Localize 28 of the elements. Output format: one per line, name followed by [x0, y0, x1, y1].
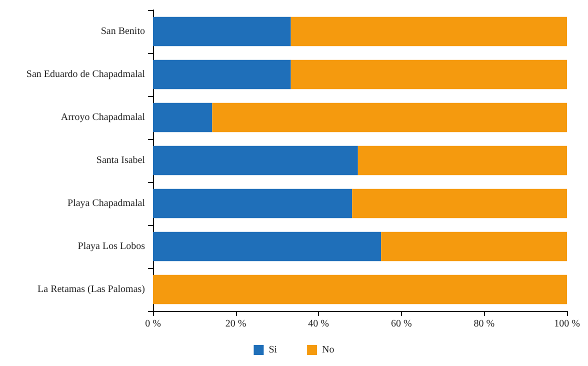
- legend-label: Si: [268, 344, 278, 356]
- bar: [153, 188, 352, 218]
- bar: [153, 102, 212, 132]
- x-tick-label: 40 %: [308, 318, 330, 330]
- bar: [352, 188, 567, 218]
- bar: [212, 102, 567, 132]
- y-tick-label: Playa Los Lobos: [78, 241, 146, 252]
- x-tick-label: 60 %: [390, 318, 412, 330]
- bar: [153, 60, 291, 90]
- x-tick-label: 80 %: [474, 318, 495, 330]
- y-tick-label: San Eduardo de Chapadmalal: [26, 69, 146, 80]
- bar: [290, 60, 567, 90]
- y-tick-label: Arroyo Chapadmalal: [60, 112, 146, 123]
- bar: [381, 232, 567, 262]
- x-tick-label: 0 %: [145, 318, 161, 330]
- bar: [153, 274, 567, 304]
- y-tick-label: La Retamas (Las Palomas): [38, 284, 145, 295]
- y-tick-label: Santa Isabel: [96, 155, 146, 166]
- x-tick-label: 20 %: [225, 318, 246, 330]
- y-tick-label: Playa Chapadmalal: [68, 198, 146, 209]
- bar: [153, 146, 358, 176]
- bar: [153, 232, 382, 262]
- x-tick-label: 100 %: [554, 318, 580, 330]
- bar: [358, 146, 567, 176]
- bar: [153, 16, 291, 46]
- legend-label: No: [322, 344, 334, 356]
- bar: [290, 16, 567, 46]
- y-tick-label: San Benito: [100, 26, 145, 37]
